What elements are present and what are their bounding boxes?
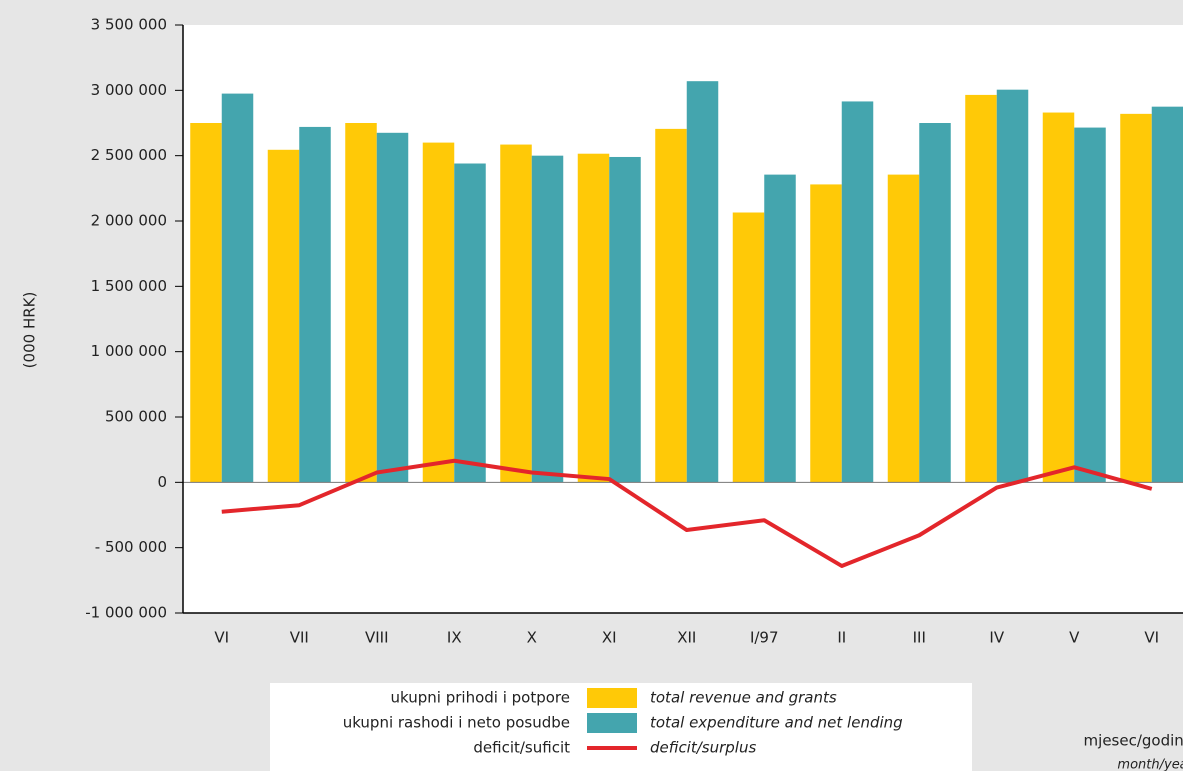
bar — [1120, 113, 1152, 483]
x-tick-label: IV — [989, 629, 1004, 647]
y-tick-label: 2 500 000 — [91, 146, 167, 164]
x-tick-label: VI — [214, 629, 229, 647]
legend-swatch — [587, 688, 637, 708]
bar — [887, 174, 920, 483]
x-tick-label: V — [1069, 629, 1080, 647]
x-tick-label: XI — [602, 629, 617, 647]
bar — [655, 128, 687, 483]
y-tick-label: 3 000 000 — [91, 81, 167, 99]
bar — [732, 212, 765, 483]
legend-label: ukupni rashodi i neto posudbe — [343, 714, 570, 732]
y-tick-label: - 500 000 — [95, 538, 167, 556]
bar — [376, 132, 409, 483]
legend-swatch — [587, 713, 637, 733]
bar — [531, 155, 564, 483]
bar — [965, 94, 997, 483]
bar — [1074, 127, 1106, 483]
x-tick-label: VI — [1144, 629, 1159, 647]
x-tick-label: VII — [290, 629, 309, 647]
bar — [221, 93, 254, 483]
bar — [422, 142, 455, 483]
bar — [577, 153, 610, 483]
legend-label-en: total expenditure and net lending — [650, 714, 903, 732]
x-tick-label: III — [913, 629, 926, 647]
x-tick-label: IX — [447, 629, 462, 647]
bar — [500, 144, 532, 483]
y-tick-label: 1 000 000 — [91, 342, 167, 360]
x-axis-label-en: month/year — [1117, 758, 1183, 771]
x-tick-label: I/97 — [750, 629, 779, 647]
bar — [764, 174, 796, 483]
y-tick-label: 2 000 000 — [91, 212, 167, 230]
bar — [810, 184, 842, 483]
x-tick-label: VIII — [365, 629, 389, 647]
legend-label-en: deficit/surplus — [650, 739, 756, 757]
bar — [267, 149, 300, 483]
bar — [190, 123, 222, 483]
legend-label: deficit/suficit — [473, 739, 570, 757]
line — [221, 458, 1153, 568]
bar — [1042, 112, 1075, 483]
x-tick-label: XII — [677, 629, 696, 647]
y-tick-label: -1 000 000 — [85, 604, 167, 622]
y-tick-label: 0 — [157, 473, 167, 491]
bar — [919, 123, 951, 483]
legend-label: ukupni prihodi i potpore — [391, 689, 570, 707]
bar — [686, 81, 719, 483]
bar — [841, 101, 874, 483]
bar — [1151, 106, 1183, 483]
bar — [299, 126, 331, 483]
bar — [996, 89, 1029, 483]
y-tick-label: 3 500 000 — [91, 16, 167, 34]
bar — [609, 156, 641, 483]
y-tick-label: 1 500 000 — [91, 277, 167, 295]
legend-label-en: total revenue and grants — [650, 689, 837, 707]
bar — [454, 163, 486, 483]
x-tick-label: X — [527, 629, 537, 647]
y-axis-label: (000 HRK) — [21, 292, 39, 369]
y-tick-label: 500 000 — [105, 408, 167, 426]
bar — [345, 123, 377, 483]
x-tick-label: II — [837, 629, 846, 647]
x-axis-label: mjesec/godina — [1084, 732, 1183, 750]
